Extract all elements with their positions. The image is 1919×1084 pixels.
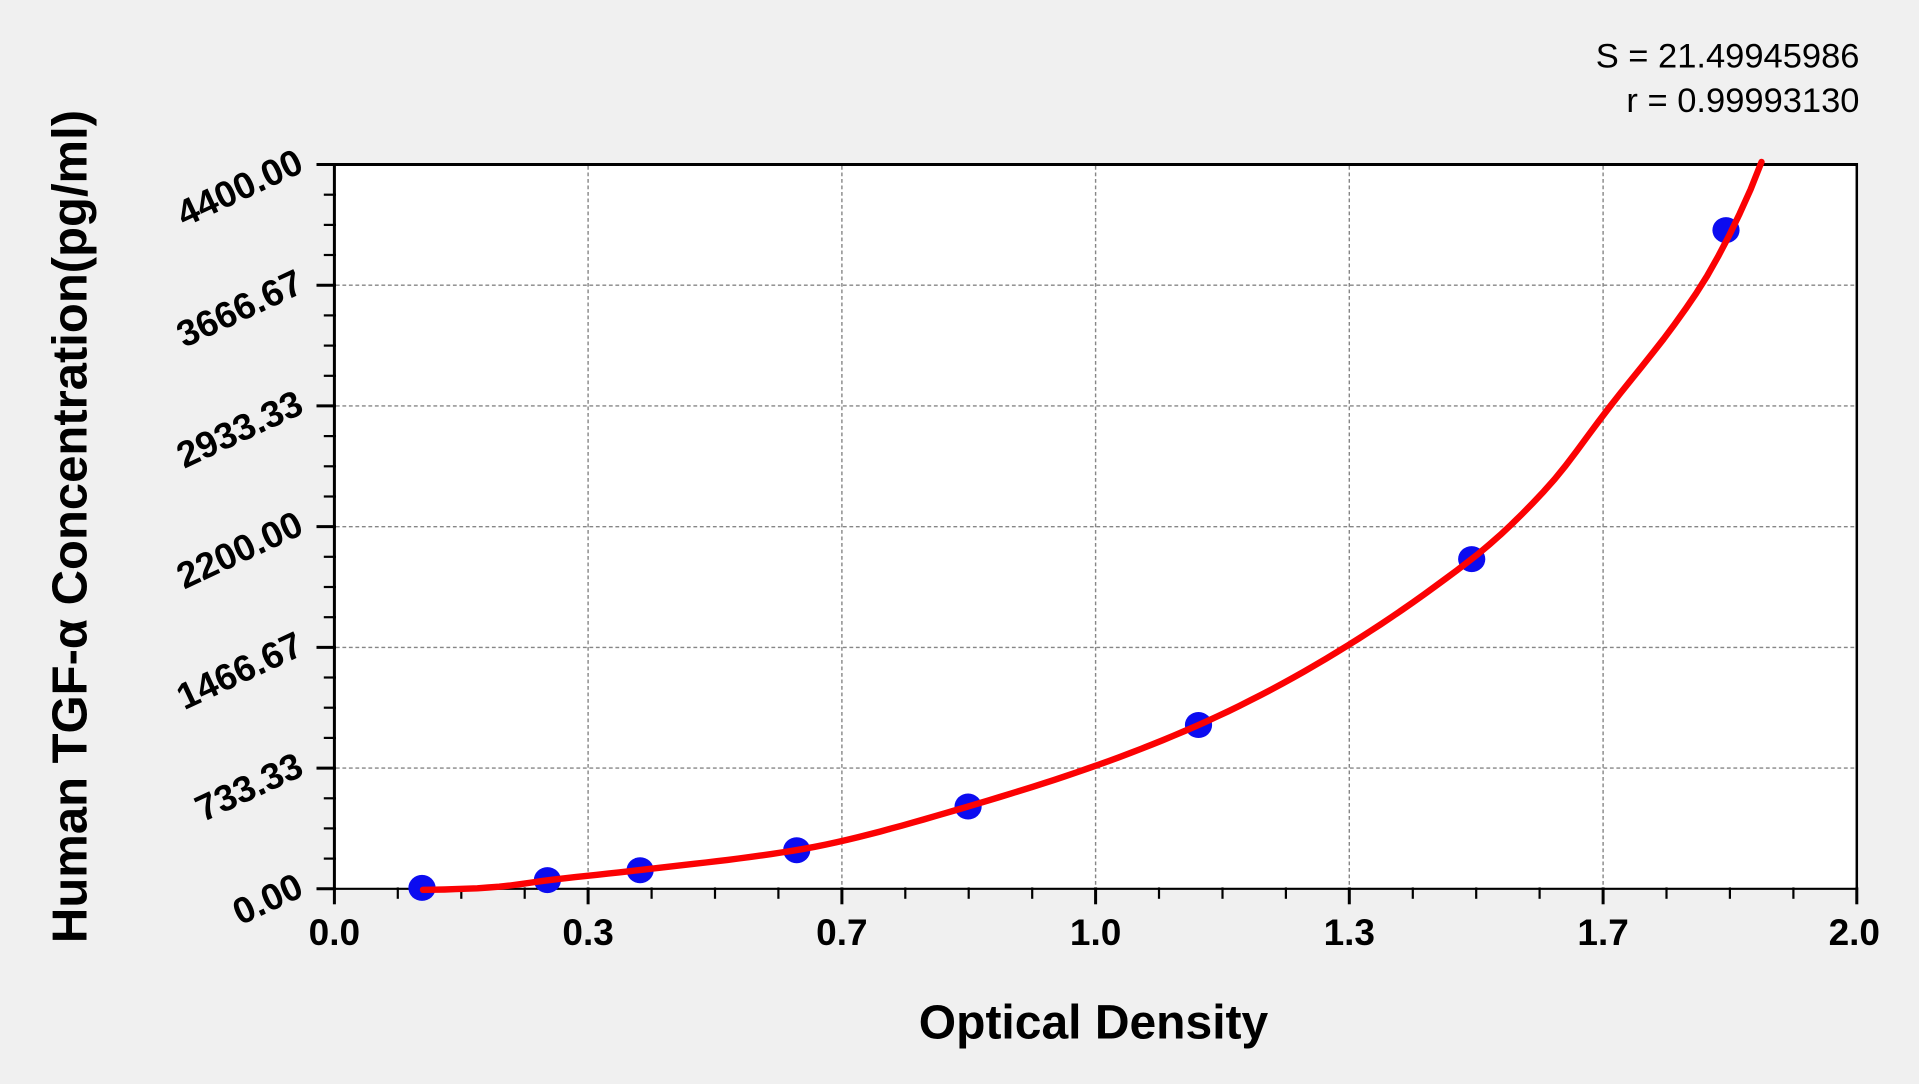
- svg-text:1.3: 1.3: [1324, 912, 1375, 953]
- svg-text:Optical Density: Optical Density: [919, 997, 1269, 1050]
- svg-text:S = 21.49945986: S = 21.49945986: [1596, 38, 1860, 76]
- svg-text:Human TGF-α Concentration(pg/m: Human TGF-α Concentration(pg/ml): [44, 110, 98, 943]
- svg-text:2.0: 2.0: [1829, 912, 1880, 953]
- svg-text:1.7: 1.7: [1577, 912, 1628, 953]
- svg-text:1.0: 1.0: [1070, 912, 1121, 953]
- svg-text:0.7: 0.7: [816, 912, 867, 953]
- svg-text:0.3: 0.3: [562, 912, 613, 953]
- svg-text:0.0: 0.0: [309, 912, 360, 953]
- svg-text:r = 0.99993130: r = 0.99993130: [1626, 82, 1859, 120]
